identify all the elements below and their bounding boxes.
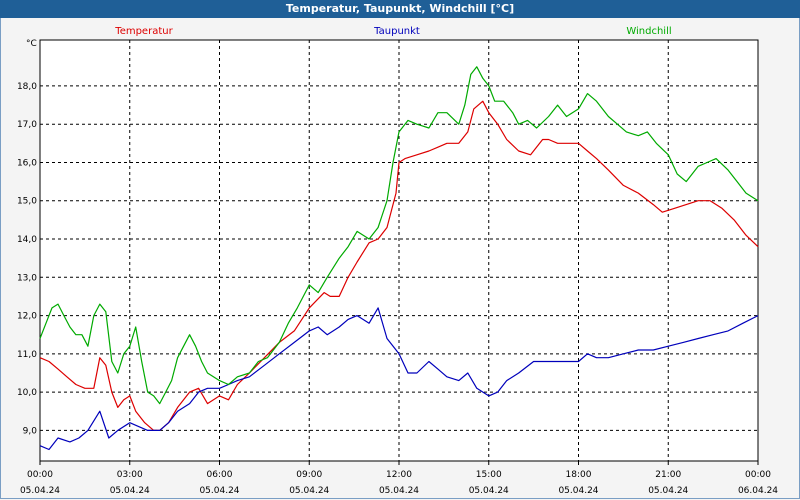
y-tick-label: 14,0	[17, 235, 37, 245]
x-tick-date: 05.04.24	[558, 486, 598, 496]
legend-taupunkt: Taupunkt	[373, 26, 420, 37]
y-tick-label: 17,0	[17, 120, 37, 130]
x-tick-date: 06.04.24	[738, 486, 778, 496]
x-tick-date: 05.04.24	[648, 486, 688, 496]
series-line-taupunkt	[39, 307, 759, 451]
x-tick-date: 05.04.24	[379, 486, 419, 496]
legend-windchill: Windchill	[626, 26, 671, 37]
y-tick-label: 16,0	[17, 158, 37, 168]
y-tick-label: 18,0	[17, 82, 37, 92]
chart-title: Temperatur, Taupunkt, Windchill [°C]	[0, 0, 800, 18]
x-tick-time: 12:00	[386, 470, 412, 480]
x-tick-time: 06:00	[207, 470, 233, 480]
y-tick-label: 9,0	[23, 426, 38, 436]
y-axis-unit: °C	[26, 39, 37, 49]
x-tick-date: 05.04.24	[110, 486, 150, 496]
x-tick-date: 05.04.24	[20, 486, 60, 496]
x-tick-time: 18:00	[566, 470, 592, 480]
x-tick-time: 21:00	[655, 470, 681, 480]
x-tick-time: 09:00	[296, 470, 322, 480]
legend-temperatur: Temperatur	[114, 26, 173, 37]
x-tick-date: 05.04.24	[469, 486, 509, 496]
plot-border	[39, 39, 759, 462]
y-tick-label: 13,0	[17, 273, 37, 283]
x-tick-time: 00:00	[745, 470, 771, 480]
series-line-temperatur	[39, 100, 759, 431]
x-tick-date: 05.04.24	[289, 486, 329, 496]
series-line-windchill	[39, 66, 759, 405]
y-tick-label: 11,0	[17, 350, 37, 360]
y-tick-label: 15,0	[17, 197, 37, 207]
x-tick-date: 05.04.24	[199, 486, 239, 496]
x-tick-time: 00:00	[27, 470, 53, 480]
x-tick-time: 15:00	[476, 470, 502, 480]
x-tick-time: 03:00	[117, 470, 143, 480]
y-tick-label: 10,0	[17, 388, 37, 398]
y-tick-label: 12,0	[17, 312, 37, 322]
